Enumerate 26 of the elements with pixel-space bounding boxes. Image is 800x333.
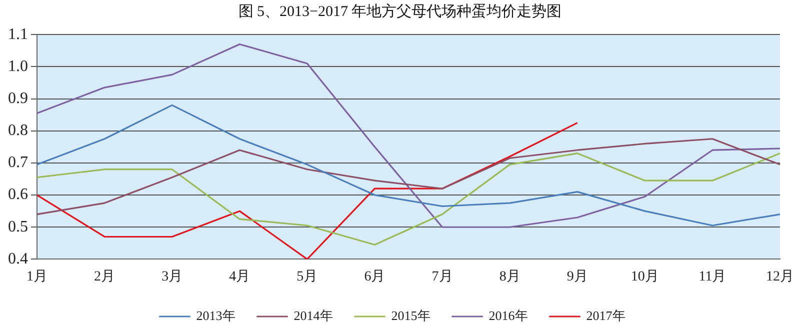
legend-label: 2017年 xyxy=(586,308,626,323)
x-tick-label: 2月 xyxy=(94,269,116,284)
y-tick-label: 0.4 xyxy=(8,250,28,268)
x-tick-label: 12月 xyxy=(766,269,794,284)
legend-label: 2016年 xyxy=(488,308,528,323)
y-tick-label: 0.9 xyxy=(8,90,28,107)
legend-label: 2015年 xyxy=(391,308,430,323)
x-tick-label: 7月 xyxy=(432,269,453,284)
x-tick-label: 1月 xyxy=(26,269,48,284)
x-tick-label: 4月 xyxy=(229,269,250,284)
x-tick-label: 11月 xyxy=(698,269,726,284)
x-tick-label: 6月 xyxy=(364,269,386,284)
y-tick-label: 1.1 xyxy=(8,26,28,43)
y-tick-label: 1.0 xyxy=(8,58,28,75)
x-tick-label: 10月 xyxy=(630,269,659,284)
x-tick-label: 9月 xyxy=(566,269,588,284)
chart-title: 图 5、2013−2017 年地方父母代场种蛋均价走势图 xyxy=(237,2,563,22)
y-tick-label: 0.6 xyxy=(8,186,28,204)
x-tick-label: 5月 xyxy=(296,269,318,284)
y-tick-label: 0.5 xyxy=(8,218,28,236)
y-tick-label: 0.8 xyxy=(8,122,28,140)
x-tick-label: 8月 xyxy=(499,269,520,284)
x-tick-label: 3月 xyxy=(162,269,183,284)
legend-label: 2014年 xyxy=(294,308,333,323)
y-tick-label: 0.7 xyxy=(8,154,28,172)
legend-label: 2013年 xyxy=(196,308,236,323)
